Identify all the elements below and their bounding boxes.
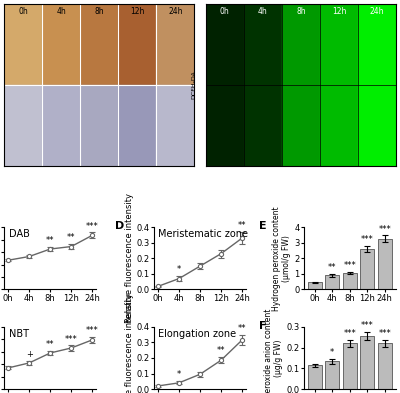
Text: 24h: 24h	[168, 7, 182, 16]
Bar	[4, 4, 42, 85]
Text: 12h: 12h	[130, 7, 144, 16]
Text: ***: ***	[86, 326, 99, 335]
Text: *: *	[330, 348, 334, 357]
Text: **: **	[46, 340, 54, 349]
Bar	[282, 4, 320, 85]
Bar	[343, 273, 357, 290]
Text: D: D	[115, 221, 124, 231]
Text: A: A	[4, 0, 13, 1]
Text: 4h: 4h	[56, 7, 66, 16]
Text: ***: ***	[86, 222, 99, 231]
Bar	[156, 85, 194, 166]
Bar	[206, 85, 244, 166]
Text: 24h: 24h	[370, 7, 384, 16]
Bar	[42, 4, 80, 85]
Text: B: B	[206, 0, 214, 1]
Text: E: E	[259, 221, 267, 231]
Bar	[206, 4, 244, 85]
Text: NBT: NBT	[9, 329, 29, 339]
Text: **: **	[46, 236, 54, 245]
Y-axis label: Superoxide anion content
(μg/g FW): Superoxide anion content (μg/g FW)	[264, 309, 283, 393]
Bar	[80, 85, 118, 166]
Bar	[325, 361, 339, 389]
Text: Elongation zone: Elongation zone	[158, 329, 236, 339]
Bar	[360, 249, 374, 290]
Text: **: **	[217, 346, 225, 355]
Bar	[325, 275, 339, 290]
Bar	[42, 85, 80, 166]
Text: DCFH-DA: DCFH-DA	[192, 70, 197, 99]
Text: ***: ***	[378, 329, 391, 338]
Text: 8h: 8h	[296, 7, 306, 16]
Bar	[118, 85, 156, 166]
Bar	[343, 343, 357, 389]
Y-axis label: Relative fluorescence intensity: Relative fluorescence intensity	[124, 193, 134, 323]
Text: +: +	[26, 350, 33, 359]
Bar	[244, 85, 282, 166]
Text: 4h: 4h	[258, 7, 268, 16]
Bar	[4, 85, 42, 166]
Text: **: **	[238, 324, 246, 333]
Bar	[308, 365, 322, 389]
Text: ***: ***	[378, 225, 391, 233]
Text: **: **	[328, 263, 336, 272]
Bar	[308, 283, 322, 290]
Bar	[378, 343, 392, 389]
Text: **: **	[67, 233, 76, 242]
Text: 8h: 8h	[94, 7, 104, 16]
Bar	[282, 85, 320, 166]
Text: F: F	[259, 321, 267, 331]
Text: 0h: 0h	[18, 7, 28, 16]
Text: ***: ***	[343, 329, 356, 338]
Text: ***: ***	[361, 321, 374, 330]
Text: Meristematic zone: Meristematic zone	[158, 229, 248, 239]
Bar	[156, 4, 194, 85]
Text: ***: ***	[65, 334, 78, 343]
Text: 12h: 12h	[332, 7, 346, 16]
Bar	[244, 4, 282, 85]
Bar	[358, 85, 396, 166]
Text: *: *	[177, 370, 181, 379]
Bar	[320, 85, 358, 166]
Y-axis label: Hydrogen peroxide content
(μmol/g FW): Hydrogen peroxide content (μmol/g FW)	[272, 206, 291, 311]
Text: 0h: 0h	[220, 7, 230, 16]
Bar	[118, 4, 156, 85]
Bar	[378, 239, 392, 290]
Bar	[320, 4, 358, 85]
Y-axis label: Relative fluorescence intensity: Relative fluorescence intensity	[124, 293, 134, 393]
Text: *: *	[177, 265, 181, 274]
Text: **: **	[238, 221, 246, 230]
Text: ***: ***	[343, 261, 356, 270]
Text: ***: ***	[361, 235, 374, 244]
Text: DAB: DAB	[9, 229, 30, 239]
Bar	[358, 4, 396, 85]
Bar	[80, 4, 118, 85]
Bar	[360, 336, 374, 389]
